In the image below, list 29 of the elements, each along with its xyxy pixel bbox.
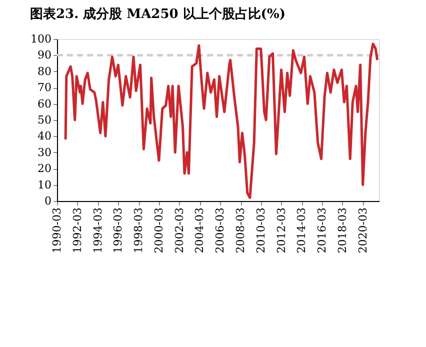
y-tick-label: 90 bbox=[38, 48, 52, 62]
x-tick-label: 2018-03 bbox=[336, 208, 349, 254]
x-tick-label: 2014-03 bbox=[295, 208, 308, 254]
x-tick-label: 2008-03 bbox=[234, 208, 248, 254]
line-series bbox=[64, 42, 379, 200]
y-tick-label: 40 bbox=[38, 130, 52, 143]
x-tick-label: 1990-03 bbox=[50, 208, 64, 254]
chart-title: 图表23. 成分股 MA250 以上个股占比(%) bbox=[30, 7, 286, 22]
y-tick-label: 50 bbox=[38, 114, 52, 126]
y-tick-label: 30 bbox=[38, 146, 52, 159]
x-tick-label: 1998-03 bbox=[132, 208, 146, 254]
x-tick-label: 2020-03 bbox=[356, 208, 370, 254]
y-tick-label: 70 bbox=[38, 81, 52, 94]
x-tick-label: 1994-03 bbox=[91, 208, 104, 254]
x-tick-label: 2016-03 bbox=[316, 208, 329, 254]
x-tick-label: 2004-03 bbox=[193, 208, 206, 254]
y-tick-label: 100 bbox=[30, 32, 52, 46]
x-tick-label: 2012-03 bbox=[274, 208, 288, 254]
y-tick-label: 60 bbox=[38, 97, 52, 110]
x-tick-label: 2010-03 bbox=[254, 208, 268, 254]
y-tick-label: 80 bbox=[38, 64, 52, 78]
x-tick-label: 2006-03 bbox=[214, 208, 227, 254]
x-tick-label: 1996-03 bbox=[112, 208, 125, 254]
y-tick-label: 10 bbox=[38, 178, 52, 192]
x-tick-label: 2000-03 bbox=[152, 208, 166, 254]
x-tick-label: 2002-03 bbox=[172, 208, 186, 254]
y-tick-label: 20 bbox=[38, 162, 52, 176]
y-tick-label: 0 bbox=[44, 194, 52, 208]
x-tick-label: 1992-03 bbox=[70, 208, 84, 254]
